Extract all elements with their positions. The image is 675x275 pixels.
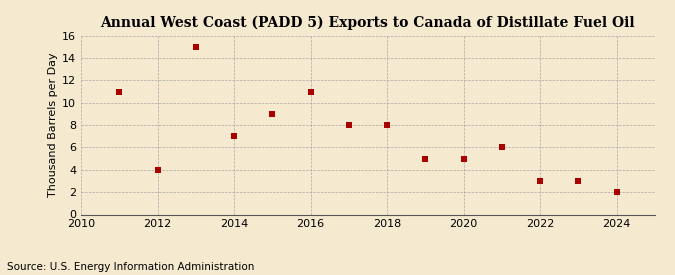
Point: [305, 89, 316, 94]
Point: [114, 89, 125, 94]
Point: [267, 112, 277, 116]
Point: [420, 156, 431, 161]
Point: [190, 45, 201, 49]
Title: Annual West Coast (PADD 5) Exports to Canada of Distillate Fuel Oil: Annual West Coast (PADD 5) Exports to Ca…: [101, 16, 635, 31]
Point: [152, 167, 163, 172]
Point: [381, 123, 392, 127]
Point: [344, 123, 354, 127]
Y-axis label: Thousand Barrels per Day: Thousand Barrels per Day: [48, 53, 58, 197]
Point: [229, 134, 240, 139]
Point: [535, 179, 545, 183]
Text: Source: U.S. Energy Information Administration: Source: U.S. Energy Information Administ…: [7, 262, 254, 272]
Point: [611, 190, 622, 194]
Point: [496, 145, 507, 150]
Point: [458, 156, 469, 161]
Point: [573, 179, 584, 183]
